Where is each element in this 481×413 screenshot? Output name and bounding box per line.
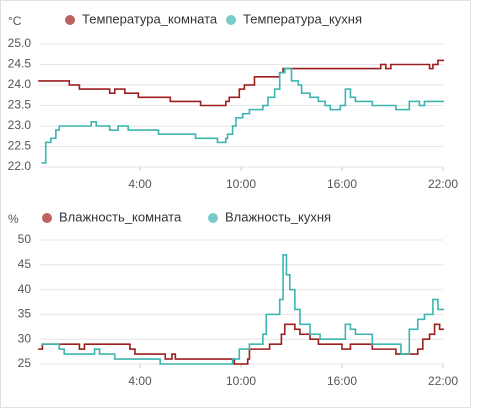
y-tick-label: 24.0 (8, 77, 32, 91)
legend-label: Влажность_кухня (225, 209, 331, 224)
x-tick-label: 22:00 (428, 374, 458, 388)
y-tick-label: 45 (18, 257, 32, 271)
x-tick-label: 4:00 (128, 374, 152, 388)
y-tick-label: 25.0 (8, 36, 32, 50)
legend-marker (226, 15, 236, 25)
x-tick-label: 16:00 (327, 374, 357, 388)
x-tick-label: 22:00 (428, 177, 458, 191)
x-tick-label: 10:00 (226, 374, 256, 388)
legend-marker (42, 213, 52, 223)
y-tick-label: 25 (18, 356, 32, 370)
x-tick-label: 4:00 (128, 177, 152, 191)
y-axis-unit: % (8, 212, 19, 226)
y-tick-label: 23.0 (8, 118, 32, 132)
y-tick-label: 23.5 (8, 98, 32, 112)
y-tick-label: 22.5 (8, 139, 32, 153)
legend-label: Влажность_комната (59, 209, 182, 224)
x-tick-label: 10:00 (226, 177, 256, 191)
y-tick-label: 50 (18, 232, 32, 246)
y-axis-unit: °C (8, 14, 22, 28)
y-tick-label: 35 (18, 307, 32, 321)
legend-marker (208, 213, 218, 223)
card (0, 0, 471, 408)
legend-marker (65, 15, 75, 25)
y-tick-label: 40 (18, 282, 32, 296)
y-tick-label: 24.5 (8, 57, 32, 71)
x-tick-label: 16:00 (327, 177, 357, 191)
y-tick-label: 30 (18, 331, 32, 345)
y-tick-label: 22.0 (8, 159, 32, 173)
legend-label: Температура_комната (82, 11, 218, 26)
legend-label: Температура_кухня (243, 11, 362, 26)
